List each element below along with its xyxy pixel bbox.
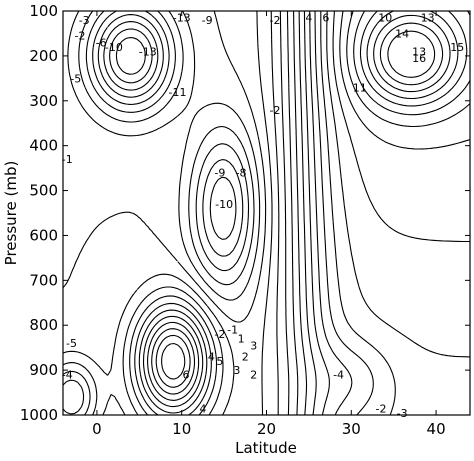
y-tick-label: 200 (29, 47, 58, 65)
contour-label: 2 (250, 369, 257, 382)
x-axis-title: Latitude (235, 439, 297, 457)
contour-line (62, 10, 273, 416)
contour-label: 3 (250, 339, 257, 352)
contour-label: 13 (421, 12, 435, 25)
contour-label: -5 (70, 72, 81, 85)
x-tick-label: 10 (172, 420, 191, 438)
y-tick-label: 900 (29, 361, 58, 379)
contour-label: 11 (353, 81, 367, 94)
contour-label: 1 (238, 333, 245, 346)
contour-label: -2 (74, 30, 85, 43)
contour-label: 14 (395, 27, 409, 40)
contour-label: -3 (79, 14, 90, 27)
contour-label: -5 (66, 337, 77, 350)
y-tick-label: 500 (29, 182, 58, 200)
contour-label: 4 (305, 12, 312, 25)
y-tick-label: 300 (29, 92, 58, 110)
y-tick-label: 100 (29, 2, 58, 20)
contour-line (62, 10, 267, 323)
contour-label: -8 (236, 167, 247, 180)
contour-line (78, 10, 255, 286)
contour-label: 10 (378, 12, 392, 25)
contour-line (62, 11, 299, 416)
contour-line (155, 10, 374, 416)
contour-label: -1 (62, 153, 73, 166)
contour-label: 13 (412, 45, 426, 58)
y-tick-label: 1000 (20, 406, 58, 424)
contour-label: -10 (105, 41, 123, 54)
contour-line (92, 10, 244, 257)
contour-label: 5 (216, 355, 223, 368)
contour-label: 3 (233, 364, 240, 377)
y-tick-label: 400 (29, 137, 58, 155)
contour-label: 16 (412, 52, 426, 65)
x-tick-label: 30 (342, 420, 361, 438)
contour-line (67, 10, 261, 301)
contour-line (373, 14, 451, 93)
contour-line (85, 10, 250, 272)
contour-line (326, 11, 471, 358)
contour-label: -2 (214, 328, 225, 341)
contour-line (151, 11, 353, 416)
contour-label: -13 (139, 45, 157, 58)
contour-label: -2 (269, 104, 280, 117)
x-axis: 0 10 20 30 40 (92, 11, 446, 438)
contour-line (339, 10, 471, 150)
contour-label: 4 (208, 351, 215, 364)
contour-label: 15 (450, 41, 464, 54)
y-axis-title: Pressure (mb) (2, 161, 20, 266)
contour-line (346, 10, 471, 128)
contour-line (62, 10, 280, 416)
x-tick-label: 40 (427, 420, 446, 438)
y-tick-label: 800 (29, 316, 58, 334)
contour-label: -3 (397, 407, 408, 420)
y-tick-label: 700 (29, 271, 58, 289)
contour-label: 2 (242, 351, 249, 364)
contour-label: -10 (215, 198, 233, 211)
y-tick-label: 600 (29, 226, 58, 244)
contour-lines (62, 10, 471, 416)
contour-label: -4 (62, 369, 73, 382)
contour-label: -9 (214, 167, 225, 180)
contour-label: 6 (322, 12, 329, 25)
contour-line (62, 11, 290, 416)
contour-label: -2 (375, 402, 386, 415)
contour-line (353, 10, 471, 116)
contour-line (161, 11, 396, 416)
contour-label: -11 (168, 86, 186, 99)
contour-line (115, 37, 146, 75)
contour-line (142, 10, 317, 416)
contour-label: -2 (269, 14, 280, 27)
contour-line (147, 10, 330, 416)
contour-line (379, 22, 444, 86)
contour-label: -13 (173, 12, 191, 25)
x-tick-label: 20 (257, 420, 276, 438)
contour-label: -9 (202, 14, 213, 27)
contour-label: 6 (182, 369, 189, 382)
contour-line (97, 14, 237, 240)
contour-label: -1 (227, 324, 238, 337)
x-tick-label: 0 (92, 420, 102, 438)
contour-line (332, 10, 470, 243)
y-axis: 100 200 300 400 500 600 700 800 900 1000 (20, 2, 470, 424)
contour-line (387, 30, 436, 78)
contour-label: 4 (199, 402, 206, 415)
contour-line (103, 21, 159, 91)
contour-line (109, 28, 153, 84)
contour-label: -6 (96, 36, 107, 49)
contour-label: -4 (333, 369, 344, 382)
contour-line (366, 10, 459, 100)
contour-line (138, 11, 308, 416)
contour-line (359, 10, 468, 107)
